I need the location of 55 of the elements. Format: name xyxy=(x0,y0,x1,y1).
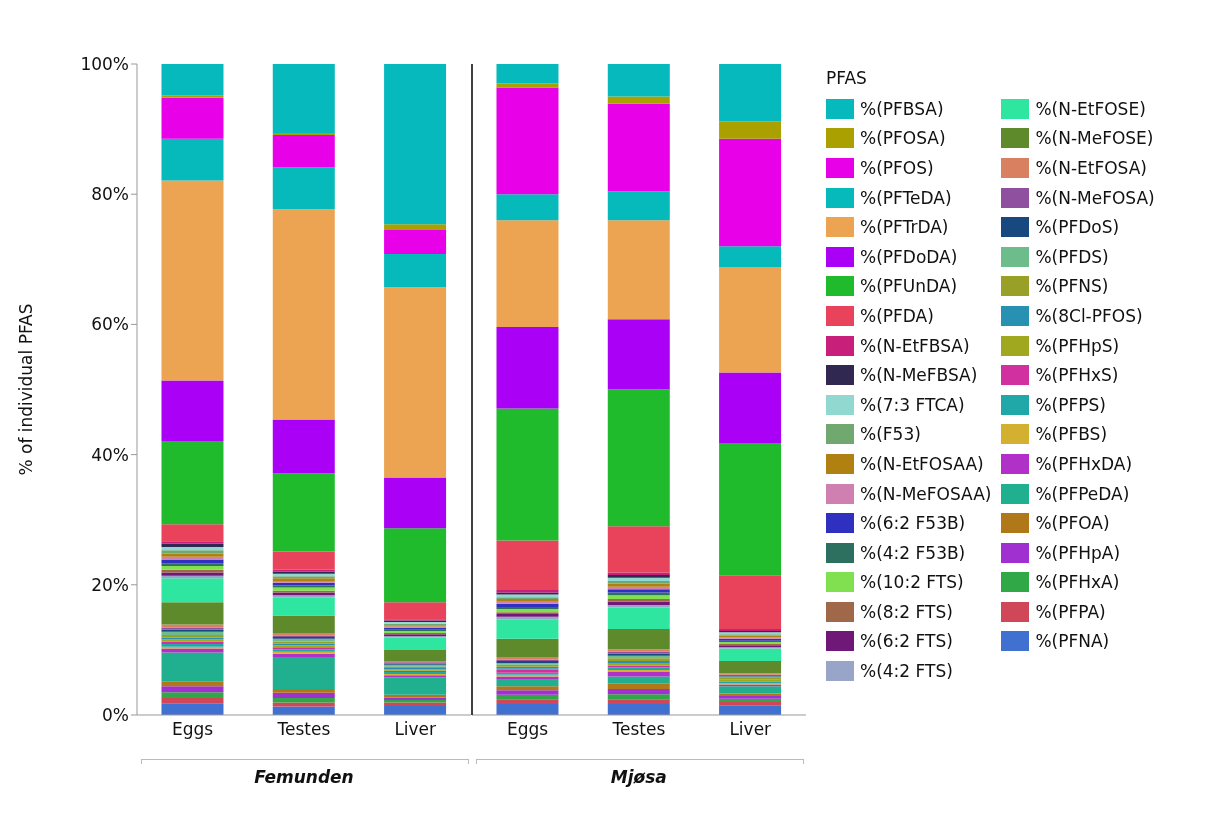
legend-label: %(10:2 FTS) xyxy=(860,572,964,593)
legend-label: %(PFTeDA) xyxy=(860,187,952,208)
legend-label: %(PFHxS) xyxy=(1035,365,1119,386)
legend-label: %(PFBS) xyxy=(1035,424,1108,445)
legend-label: %(PFOS) xyxy=(860,157,934,178)
y-tick-label: 40% xyxy=(91,444,129,465)
y-tick-label: 0% xyxy=(102,705,129,726)
legend-label: %(PFHxA) xyxy=(1035,572,1120,593)
legend-label: %(PFDoS) xyxy=(1035,217,1120,238)
legend-label: %(6:2 FTS) xyxy=(860,631,953,652)
legend-label: %(N-MeFOSAA) xyxy=(860,483,992,504)
legend-label: %(7:3 FTCA) xyxy=(860,394,965,415)
legend-label: %(PFBSA) xyxy=(860,98,944,119)
legend-label: %(PFOSA) xyxy=(860,128,946,149)
legend-label: %(PFHxDA) xyxy=(1035,453,1133,474)
legend-label: %(4:2 FTS) xyxy=(860,661,953,682)
legend-label: %(PFPS) xyxy=(1035,394,1106,415)
legend-label: %(PFNA) xyxy=(1035,631,1110,652)
legend-title: PFAS xyxy=(826,68,868,88)
legend-label: %(6:2 F53B) xyxy=(860,513,966,534)
legend-label: %(PFTrDA) xyxy=(860,217,949,238)
legend-label: %(PFDA) xyxy=(860,305,934,326)
y-axis-title: % of individual PFAS xyxy=(16,303,37,476)
legend-label: %(PFPA) xyxy=(1035,601,1106,622)
x-tick-label: Liver xyxy=(394,719,437,740)
x-axis-title: Mjøsa xyxy=(609,767,668,787)
y-tick-label: 100% xyxy=(80,54,129,75)
y-tick-label: 20% xyxy=(91,574,129,595)
y-tick-label: 80% xyxy=(91,184,129,205)
x-tick-label: Eggs xyxy=(506,719,549,740)
legend-label: %(PFDS) xyxy=(1035,246,1109,267)
x-tick-label: Eggs xyxy=(172,719,214,740)
legend-label: %(N-MeFBSA) xyxy=(860,365,978,386)
legend-label: %(8Cl-PFOS) xyxy=(1035,305,1143,326)
legend-label: %(N-EtFOSAA) xyxy=(860,453,984,474)
legend-label: %(PFPeDA) xyxy=(1035,483,1130,504)
legend-label: %(PFUnDA) xyxy=(860,276,958,297)
legend-label: %(N-MeFOSA) xyxy=(1035,187,1155,208)
x-tick-label: Testes xyxy=(276,719,331,740)
legend-label: %(8:2 FTS) xyxy=(860,601,953,622)
legend-label: %(PFDoDA) xyxy=(860,246,958,267)
legend-label: %(F53) xyxy=(860,424,921,445)
y-tick-label: 60% xyxy=(91,314,129,335)
x-tick-label: Testes xyxy=(611,719,666,740)
legend-label: %(4:2 F53B) xyxy=(860,542,966,563)
x-tick-label: Liver xyxy=(729,719,771,740)
legend-label: %(N-EtFOSE) xyxy=(1035,98,1146,119)
legend-label: %(N-EtFBSA) xyxy=(860,335,970,356)
legend-label: %(N-EtFOSA) xyxy=(1035,157,1147,178)
legend-label: %(PFOA) xyxy=(1035,513,1110,534)
legend-label: %(PFHpA) xyxy=(1035,542,1121,563)
legend-label: %(PFNS) xyxy=(1035,276,1109,297)
x-axis-title: Femunden xyxy=(253,767,355,787)
legend-label: %(PFHpS) xyxy=(1035,335,1120,356)
legend-label: %(N-MeFOSE) xyxy=(1035,128,1154,149)
